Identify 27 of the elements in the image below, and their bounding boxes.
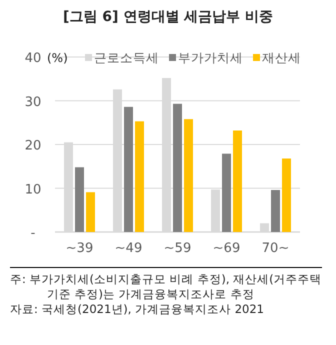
bar: [184, 119, 193, 232]
chart-title: [그림 6] 연령대별 세금납부 비중: [62, 8, 274, 26]
bar: [233, 130, 242, 232]
y-tick-label: 40: [24, 51, 42, 66]
bar: [173, 104, 182, 232]
bar: [86, 192, 95, 232]
bar: [271, 190, 280, 232]
legend-label: 재산세: [262, 50, 301, 65]
bar: [124, 106, 133, 232]
bar: [282, 158, 291, 232]
bar: [75, 167, 84, 232]
text: 자료: 국세청(2021년), 가계금융복지조사 2021: [10, 302, 266, 317]
legend-label: 부가가치세: [178, 50, 243, 65]
y-axis-title: (%): [47, 51, 68, 65]
x-tick-label: ~39: [66, 241, 94, 256]
x-tick-label: ~59: [164, 241, 192, 256]
bar: [135, 121, 144, 232]
text: 주: 부가가치세(소비지출규모 비례 추정), 재산세(거주주택기준 추정)는 가계금융복지조사로 추정: [10, 272, 322, 302]
y-tick-label: -: [30, 226, 36, 241]
y-tick-label: 30: [24, 94, 42, 110]
y-tick-label: 20: [24, 138, 42, 154]
x-tick-label: 70~: [262, 241, 290, 256]
legend-label: 근로소득세: [94, 50, 159, 65]
bar: [222, 154, 231, 232]
y-tick-label: 10: [24, 182, 42, 198]
x-tick-label: ~49: [114, 241, 142, 256]
x-tick-label: ~69: [212, 241, 240, 256]
